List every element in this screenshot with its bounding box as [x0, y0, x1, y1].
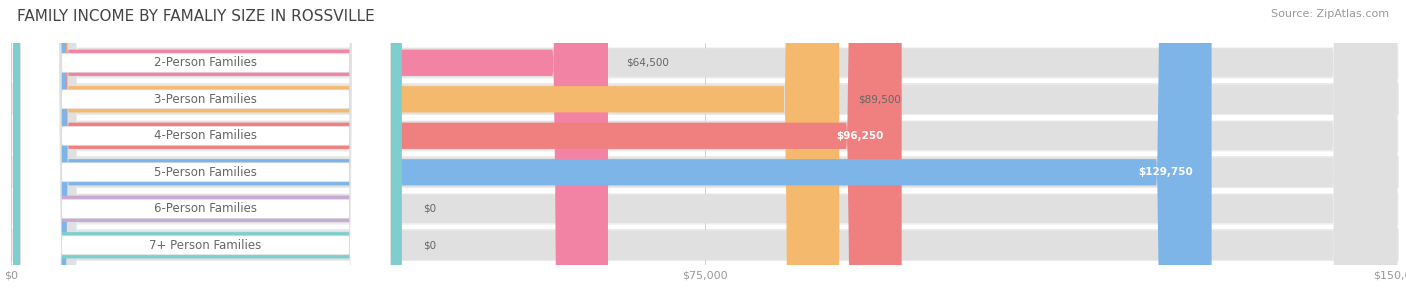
Text: 7+ Person Families: 7+ Person Families: [149, 239, 262, 252]
FancyBboxPatch shape: [21, 0, 391, 305]
FancyBboxPatch shape: [13, 0, 402, 305]
Bar: [11, 193, 1399, 225]
FancyBboxPatch shape: [21, 0, 391, 305]
FancyBboxPatch shape: [13, 0, 607, 305]
FancyBboxPatch shape: [13, 0, 1398, 305]
Bar: [11, 156, 1399, 188]
Bar: [11, 83, 1399, 115]
Bar: [11, 47, 1399, 79]
FancyBboxPatch shape: [21, 0, 391, 305]
Text: 4-Person Families: 4-Person Families: [155, 129, 257, 142]
FancyBboxPatch shape: [13, 0, 1398, 305]
FancyBboxPatch shape: [13, 0, 402, 305]
Text: $0: $0: [423, 240, 436, 250]
Text: $64,500: $64,500: [627, 58, 669, 68]
Text: Source: ZipAtlas.com: Source: ZipAtlas.com: [1271, 9, 1389, 19]
FancyBboxPatch shape: [21, 0, 391, 305]
FancyBboxPatch shape: [21, 0, 391, 305]
FancyBboxPatch shape: [13, 0, 901, 305]
FancyBboxPatch shape: [13, 0, 1398, 305]
Text: $96,250: $96,250: [835, 131, 883, 141]
FancyBboxPatch shape: [13, 0, 839, 305]
FancyBboxPatch shape: [21, 0, 391, 305]
Text: $89,500: $89,500: [858, 94, 901, 104]
FancyBboxPatch shape: [13, 0, 1398, 305]
Text: 2-Person Families: 2-Person Families: [155, 56, 257, 69]
Text: $129,750: $129,750: [1139, 167, 1194, 177]
FancyBboxPatch shape: [13, 0, 1398, 305]
Text: $0: $0: [423, 204, 436, 214]
Text: 3-Person Families: 3-Person Families: [155, 93, 257, 106]
Text: 5-Person Families: 5-Person Families: [155, 166, 257, 179]
Bar: [11, 120, 1399, 152]
FancyBboxPatch shape: [13, 0, 1212, 305]
Text: FAMILY INCOME BY FAMALIY SIZE IN ROSSVILLE: FAMILY INCOME BY FAMALIY SIZE IN ROSSVIL…: [17, 9, 374, 24]
Text: 6-Person Families: 6-Person Families: [155, 202, 257, 215]
FancyBboxPatch shape: [13, 0, 1398, 305]
Bar: [11, 229, 1399, 261]
